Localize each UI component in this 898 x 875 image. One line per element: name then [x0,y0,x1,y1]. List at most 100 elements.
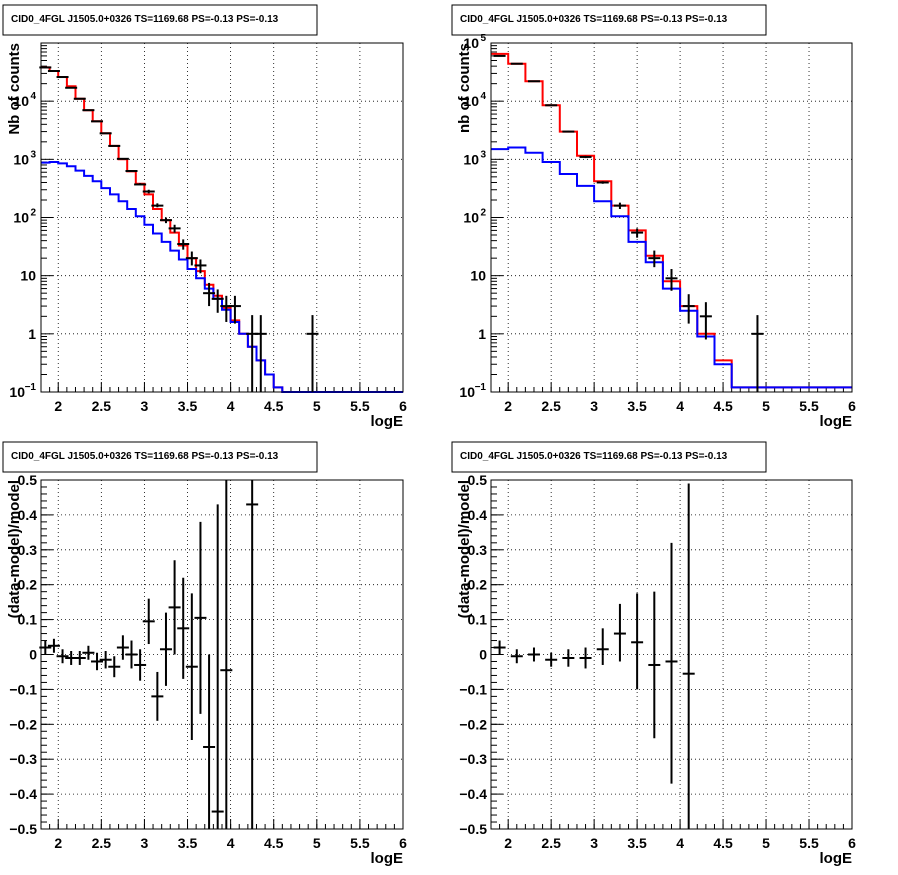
data-point [545,104,558,107]
y-tick-label: 0.5 [468,472,488,488]
y-axis-label: Nb of counts [6,43,23,135]
data-point [613,202,626,210]
data-point [493,54,506,57]
y-tick-label: 10 [9,384,25,400]
data-point [108,144,121,147]
data-point [631,228,644,238]
data-point [596,181,609,184]
data-point [185,593,198,741]
data-point [56,76,69,79]
data-point [168,560,181,655]
y-tick-label: −0.3 [459,751,487,767]
x-tick-label: 2 [504,398,512,414]
chart-title: CID0_4FGL J1505.0+0326 TS=1169.68 PS=-0.… [11,14,279,25]
data-point [648,591,661,739]
x-tick-label: 4 [676,398,684,414]
data-point [613,603,626,662]
x-tick-label: 5.5 [350,835,370,851]
y-tick-label: −0.1 [459,681,487,697]
y-tick-label: 10 [13,210,29,226]
data-point [254,315,267,392]
x-tick-label: 3 [590,835,598,851]
x-tick-label: 2 [54,398,62,414]
y-tick-label: 0.1 [18,612,38,628]
y-tick-label: 1 [28,326,36,342]
x-tick-label: 5.5 [350,398,370,414]
data-point [73,97,86,100]
y-tick-label: 0.1 [468,612,488,628]
x-tick-label: 4 [227,398,235,414]
y-tick-label: −0.4 [9,786,37,802]
model-series-blue-step [491,146,852,389]
y-tick-label: 0.2 [18,577,38,593]
x-tick-label: 4.5 [713,398,733,414]
y-axis-label: (data-model)/model [456,480,473,618]
y-axis-label: (data-model)/model [6,480,23,618]
chart-title: CID0_4FGL J1505.0+0326 TS=1169.68 PS=-0.… [460,451,728,462]
y-tick-label: 0.5 [18,472,38,488]
y-tick-exponent: 2 [480,208,486,219]
data-point [203,654,216,829]
y-tick-label: 0 [479,647,487,663]
y-tick-label: 10 [463,35,479,51]
data-point [73,651,86,665]
x-tick-label: 5.5 [799,398,819,414]
title-box [451,4,767,36]
y-tick-label: 1 [478,326,486,342]
data-point [751,315,764,392]
model-series-red-step [41,66,403,393]
y-tick-label: −0.3 [9,751,37,767]
y-tick-label: 0.4 [18,507,38,523]
data-point [211,504,224,829]
y-tick-label: 10 [463,151,479,167]
data-point [682,294,695,324]
y-tick-label: 10 [470,268,486,284]
data-point [493,640,506,655]
data-point [527,80,540,83]
y-tick-exponent: 5 [480,33,486,44]
chart-panel-3: CID0_4FGL J1505.0+0326 TS=1169.68 PS=-0.… [2,441,407,867]
x-tick-label: 6 [848,835,856,851]
data-point [228,295,241,324]
title-box [2,441,318,473]
data-point [125,640,138,669]
data-point [648,250,661,268]
y-tick-exponent: 4 [480,91,486,102]
x-tick-label: 4 [676,835,684,851]
x-tick-label: 5 [762,835,770,851]
data-point [108,656,121,678]
x-tick-label: 6 [848,398,856,414]
data-point [47,70,60,73]
y-axis-label: nb of counts [456,43,473,133]
data-point [220,480,233,829]
data-point [134,649,147,681]
data-point [579,647,592,669]
data-point [99,651,112,669]
data-point [185,251,198,266]
x-tick-label: 3 [141,398,149,414]
x-tick-label: 6 [399,398,407,414]
data-point [306,315,319,392]
x-tick-label: 3 [141,835,149,851]
data-point [159,217,172,224]
data-point [142,598,155,645]
data-point [116,157,129,160]
x-tick-label: 3.5 [627,835,647,851]
data-point [579,155,592,159]
data-point [203,282,216,307]
y-tick-label: 10 [20,268,36,284]
y-tick-label: −0.2 [459,716,487,732]
data-point [665,542,678,784]
chart-panel-2: CID0_4FGL J1505.0+0326 TS=1169.68 PS=-0.… [451,4,856,430]
data-point [527,647,540,662]
x-axis-label: logE [371,413,404,430]
data-point [562,130,575,133]
x-tick-label: 4.5 [264,835,284,851]
data-point [134,183,147,186]
x-tick-label: 5.5 [799,835,819,851]
chart-title: CID0_4FGL J1505.0+0326 TS=1169.68 PS=-0.… [460,14,728,25]
title-box [451,441,767,473]
data-point [510,649,523,664]
x-axis-label: logE [371,850,404,867]
